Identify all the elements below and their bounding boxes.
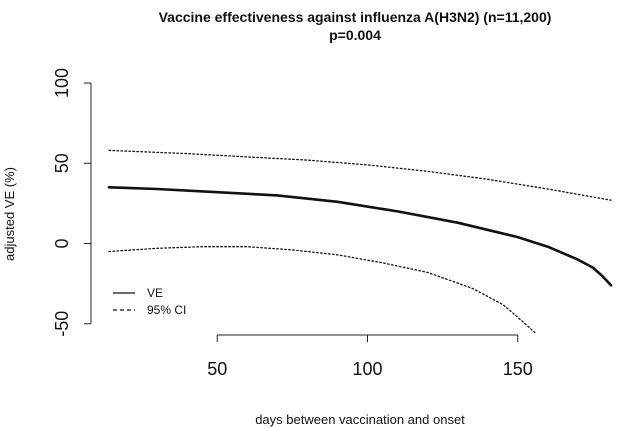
x-tick-label: 150 xyxy=(503,359,533,379)
x-tick-label: 100 xyxy=(352,359,382,379)
y-tick-label: -50 xyxy=(52,311,72,337)
axes: 50 100 150 -50 0 50 100 xyxy=(52,68,533,379)
legend-label-ci: 95% CI xyxy=(147,303,186,317)
ci-lower-line xyxy=(108,246,537,335)
legend: VE 95% CI xyxy=(113,286,186,317)
x-axis-label: days between vaccination and onset xyxy=(255,412,465,427)
y-tick-label: 100 xyxy=(52,68,72,98)
series-layer xyxy=(107,149,613,335)
ve-line xyxy=(107,186,613,287)
y-axis-label: adjusted VE (%) xyxy=(2,167,17,261)
y-tick-label: 50 xyxy=(52,153,72,173)
chart-subtitle: p=0.004 xyxy=(329,27,381,43)
y-tick-label: 0 xyxy=(52,239,72,249)
legend-label-ve: VE xyxy=(147,286,163,300)
ci-upper-line xyxy=(108,149,612,201)
chart-title: Vaccine effectiveness against influenza … xyxy=(159,9,552,25)
x-tick-label: 50 xyxy=(207,359,227,379)
